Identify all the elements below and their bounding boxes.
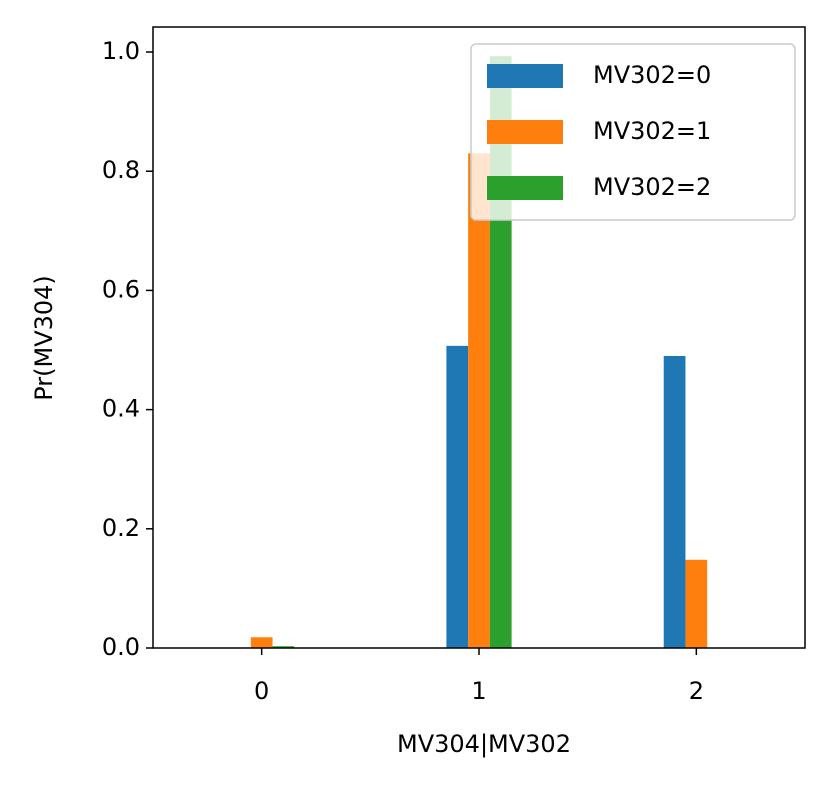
- legend-swatch: [487, 120, 563, 144]
- legend-label: MV302=2: [593, 173, 711, 201]
- plot-frame: [152, 26, 806, 649]
- y-tick-label: 0.8: [102, 156, 140, 184]
- y-tick-label: 0.2: [102, 514, 140, 542]
- bar: [468, 153, 490, 648]
- x-tick-label: 0: [254, 677, 269, 705]
- legend-swatch: [487, 64, 563, 88]
- y-axis-label: Pr(MV304): [30, 275, 58, 401]
- y-tick-label: 0.4: [102, 395, 140, 423]
- bar: [250, 637, 273, 648]
- bar: [685, 559, 708, 648]
- y-tick-label: 1.0: [102, 37, 140, 65]
- bar: [446, 345, 469, 648]
- legend-swatch: [487, 176, 563, 200]
- y-tick-label: 0.0: [102, 633, 140, 661]
- bar: [663, 355, 686, 648]
- x-tick-label: 1: [471, 677, 486, 705]
- x-axis-label: MV304|MV302: [397, 730, 571, 758]
- x-tick-label: 2: [689, 677, 704, 705]
- legend-label: MV302=1: [593, 117, 711, 145]
- y-tick-label: 0.6: [102, 275, 140, 303]
- legend-label: MV302=0: [593, 61, 711, 89]
- bar: [272, 646, 295, 648]
